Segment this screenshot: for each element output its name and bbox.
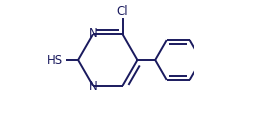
Text: N: N (89, 80, 98, 93)
Text: HS: HS (47, 54, 63, 66)
Text: Cl: Cl (117, 5, 128, 18)
Text: N: N (89, 27, 98, 40)
